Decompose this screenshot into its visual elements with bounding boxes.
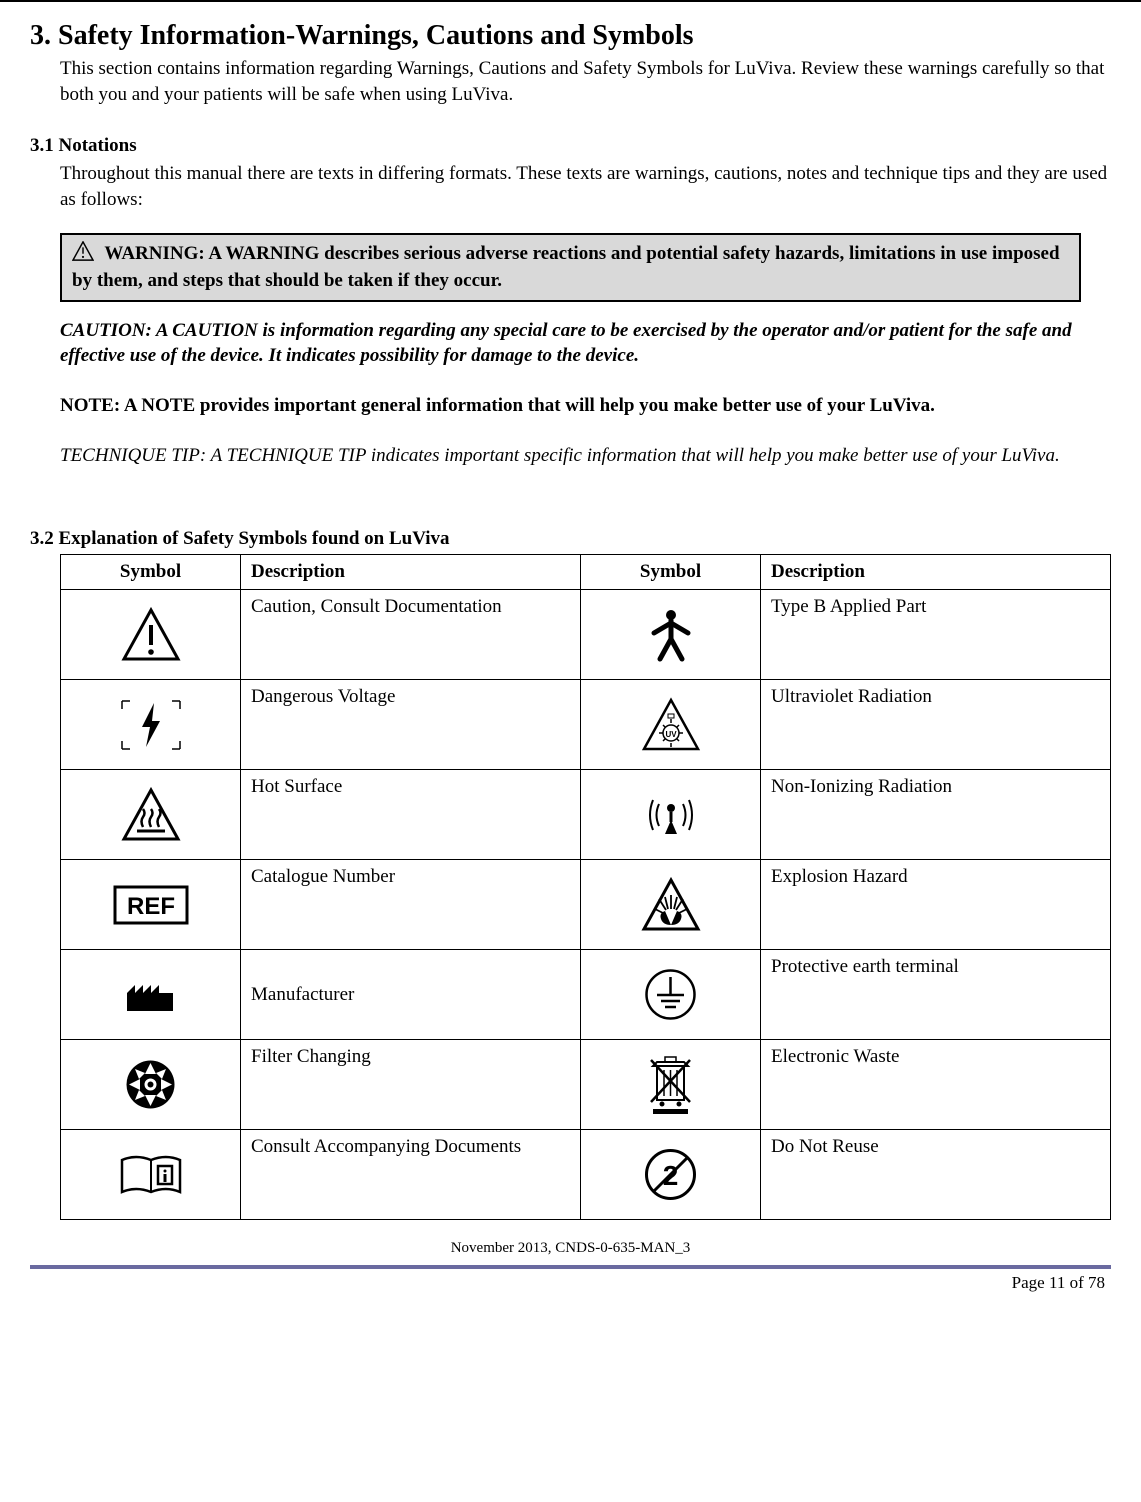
desc-cell: Caution, Consult Documentation bbox=[241, 590, 581, 680]
dangerous-voltage-icon bbox=[116, 695, 186, 755]
section-title-text: Safety Information-Warnings, Cautions an… bbox=[58, 20, 694, 51]
filter-changing-icon bbox=[123, 1057, 178, 1112]
uv-radiation-icon: UV bbox=[641, 697, 701, 752]
type-b-applied-part-icon bbox=[646, 607, 696, 662]
non-ionizing-radiation-icon bbox=[641, 790, 701, 840]
symbol-cell bbox=[61, 770, 241, 860]
symbol-cell bbox=[581, 950, 761, 1040]
col-header-description-1: Description bbox=[241, 555, 581, 590]
desc-cell: Type B Applied Part bbox=[761, 590, 1111, 680]
desc-cell: Non-Ionizing Radiation bbox=[761, 770, 1111, 860]
subsection-3-1-heading: 3.1 Notations bbox=[30, 135, 1111, 157]
table-row: Manufacturer Protective earth terminal bbox=[61, 950, 1111, 1040]
technique-tip-text: TECHNIQUE TIP: A TECHNIQUE TIP indicates… bbox=[60, 443, 1081, 469]
desc-cell: Hot Surface bbox=[241, 770, 581, 860]
desc-cell: Consult Accompanying Documents bbox=[241, 1130, 581, 1220]
caution-text: CAUTION: A CAUTION is information regard… bbox=[60, 318, 1081, 369]
col-header-symbol-1: Symbol bbox=[61, 555, 241, 590]
symbol-cell bbox=[61, 950, 241, 1040]
warning-text: WARNING: A WARNING describes serious adv… bbox=[72, 243, 1060, 292]
caution-triangle-icon bbox=[121, 607, 181, 662]
symbol-cell: UV bbox=[581, 680, 761, 770]
table-row: Caution, Consult Documentation Type B Ap… bbox=[61, 590, 1111, 680]
note-text: NOTE: A NOTE provides important general … bbox=[60, 393, 1081, 419]
symbol-cell bbox=[581, 1040, 761, 1130]
symbol-cell bbox=[61, 590, 241, 680]
catalogue-number-icon: REF bbox=[111, 883, 191, 927]
protective-earth-icon bbox=[643, 967, 698, 1022]
safety-symbols-table: Symbol Description Symbol Description Ca… bbox=[60, 554, 1111, 1220]
section-title: 3. Safety Information-Warnings, Cautions… bbox=[30, 20, 1111, 52]
subsection-3-2-heading: 3.2 Explanation of Safety Symbols found … bbox=[30, 528, 1111, 550]
symbol-cell bbox=[61, 680, 241, 770]
consult-documents-icon bbox=[116, 1150, 186, 1200]
symbol-cell bbox=[581, 590, 761, 680]
footer-rule bbox=[30, 1265, 1111, 1269]
subsection-3-1-intro: Throughout this manual there are texts i… bbox=[60, 161, 1111, 212]
table-row: Dangerous Voltage UV Ultraviolet Radiati… bbox=[61, 680, 1111, 770]
section-number: 3. bbox=[30, 20, 51, 51]
desc-cell: Ultraviolet Radiation bbox=[761, 680, 1111, 770]
do-not-reuse-icon: 2 bbox=[643, 1147, 698, 1202]
warning-box: WARNING: A WARNING describes serious adv… bbox=[60, 233, 1081, 302]
svg-text:UV: UV bbox=[665, 730, 677, 739]
page: 3. Safety Information-Warnings, Cautions… bbox=[0, 0, 1141, 1313]
desc-cell: Manufacturer bbox=[241, 950, 581, 1040]
footer-center: November 2013, CNDS-0-635-MAN_3 bbox=[30, 1240, 1111, 1257]
table-row: Consult Accompanying Documents 2 Do Not … bbox=[61, 1130, 1111, 1220]
symbol-cell bbox=[581, 770, 761, 860]
col-header-symbol-2: Symbol bbox=[581, 555, 761, 590]
electronic-waste-icon bbox=[643, 1052, 698, 1117]
desc-cell: Protective earth terminal bbox=[761, 950, 1111, 1040]
table-header-row: Symbol Description Symbol Description bbox=[61, 555, 1111, 590]
table-row: Filter Changing Electronic Waste bbox=[61, 1040, 1111, 1130]
desc-cell: Do Not Reuse bbox=[761, 1130, 1111, 1220]
desc-cell: Explosion Hazard bbox=[761, 860, 1111, 950]
hot-surface-icon bbox=[121, 787, 181, 842]
section-intro: This section contains information regard… bbox=[60, 56, 1111, 107]
symbol-cell bbox=[61, 1040, 241, 1130]
symbol-cell: REF bbox=[61, 860, 241, 950]
symbol-cell: 2 bbox=[581, 1130, 761, 1220]
symbol-cell bbox=[61, 1130, 241, 1220]
footer-page-number: Page 11 of 78 bbox=[30, 1273, 1111, 1293]
col-header-description-2: Description bbox=[761, 555, 1111, 590]
manufacturer-icon bbox=[121, 975, 181, 1015]
desc-cell: Catalogue Number bbox=[241, 860, 581, 950]
table-row: REF Catalogue Number Explosion Hazard bbox=[61, 860, 1111, 950]
warning-triangle-icon bbox=[72, 241, 94, 269]
explosion-hazard-icon bbox=[641, 877, 701, 932]
desc-cell: Electronic Waste bbox=[761, 1040, 1111, 1130]
table-row: Hot Surface Non-Ionizing Radiation bbox=[61, 770, 1111, 860]
symbol-cell bbox=[581, 860, 761, 950]
svg-text:REF: REF bbox=[127, 893, 175, 920]
desc-cell: Dangerous Voltage bbox=[241, 680, 581, 770]
desc-cell: Filter Changing bbox=[241, 1040, 581, 1130]
